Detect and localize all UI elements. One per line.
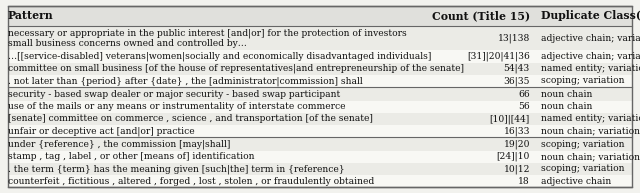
Text: Duplicate Class(es): Duplicate Class(es) [541,10,640,21]
Text: …[[service-disabled] veterans|women|socially and economically disadvantaged indi: …[[service-disabled] veterans|women|soci… [8,52,431,61]
Text: scoping; variation: scoping; variation [541,76,624,85]
Bar [8,26,632,50]
Text: 10|12: 10|12 [504,164,530,174]
Text: committee on small business [of the house of representatives|and entrepreneurshi: committee on small business [of the hous… [8,64,463,74]
Text: 54|43: 54|43 [504,64,530,74]
Bar [8,151,632,163]
Bar [8,138,632,151]
Text: adjective chain: adjective chain [541,177,611,186]
Text: 19|20: 19|20 [504,140,530,149]
Text: use of the mails or any means or instrumentality of interstate commerce: use of the mails or any means or instrum… [8,102,345,111]
Text: scoping; variation: scoping; variation [541,164,624,174]
Text: [24]|10: [24]|10 [497,152,530,162]
Text: 16|33: 16|33 [504,126,530,136]
Bar [8,88,632,101]
Text: noun chain; variation: noun chain; variation [541,152,640,161]
Bar [8,163,632,175]
Text: necessary or appropriate in the public interest [and|or] for the protection of i: necessary or appropriate in the public i… [8,28,406,48]
Bar [8,113,632,125]
Text: 66: 66 [518,90,530,99]
Text: named entity; variation: named entity; variation [541,114,640,123]
Bar [8,63,632,75]
Text: scoping; variation: scoping; variation [541,140,624,149]
Bar [8,75,632,87]
Text: noun chain: noun chain [541,90,592,99]
Text: under {reference} , the commission [may|shall]: under {reference} , the commission [may|… [8,140,230,149]
Text: . the term {term} has the meaning given [such|the] term in {reference}: . the term {term} has the meaning given … [8,164,344,174]
Text: Pattern: Pattern [8,10,53,21]
Text: unfair or deceptive act [and|or] practice: unfair or deceptive act [and|or] practic… [8,126,195,136]
Text: adjective chain; variation: adjective chain; variation [541,34,640,43]
Text: [senate] committee on commerce , science , and transportation [of the senate]: [senate] committee on commerce , science… [8,114,372,123]
Bar [8,101,632,113]
Text: adjective chain; variation: adjective chain; variation [541,52,640,61]
Text: [31]|20|41|36: [31]|20|41|36 [467,52,530,61]
Bar [8,6,632,26]
Text: 56: 56 [518,102,530,111]
Text: 18: 18 [518,177,530,186]
Text: noun chain: noun chain [541,102,592,111]
Bar [8,50,632,63]
Text: noun chain; variation: noun chain; variation [541,127,640,135]
Text: 36|35: 36|35 [504,76,530,86]
Text: counterfeit , fictitious , altered , forged , lost , stolen , or fraudulently ob: counterfeit , fictitious , altered , for… [8,177,374,186]
Bar [8,175,632,187]
Text: stamp , tag , label , or other [means of] identification: stamp , tag , label , or other [means of… [8,152,254,161]
Text: named entity; variation: named entity; variation [541,64,640,73]
Text: security - based swap dealer or major security - based swap participant: security - based swap dealer or major se… [8,90,340,99]
Text: 13|138: 13|138 [497,34,530,43]
Bar [8,125,632,137]
Text: . not later than {period} after {date} , the [administrator|commission] shall: . not later than {period} after {date} ,… [8,76,362,86]
Text: [10]|[44]: [10]|[44] [490,114,530,124]
Text: Count (Title 15): Count (Title 15) [432,10,530,21]
